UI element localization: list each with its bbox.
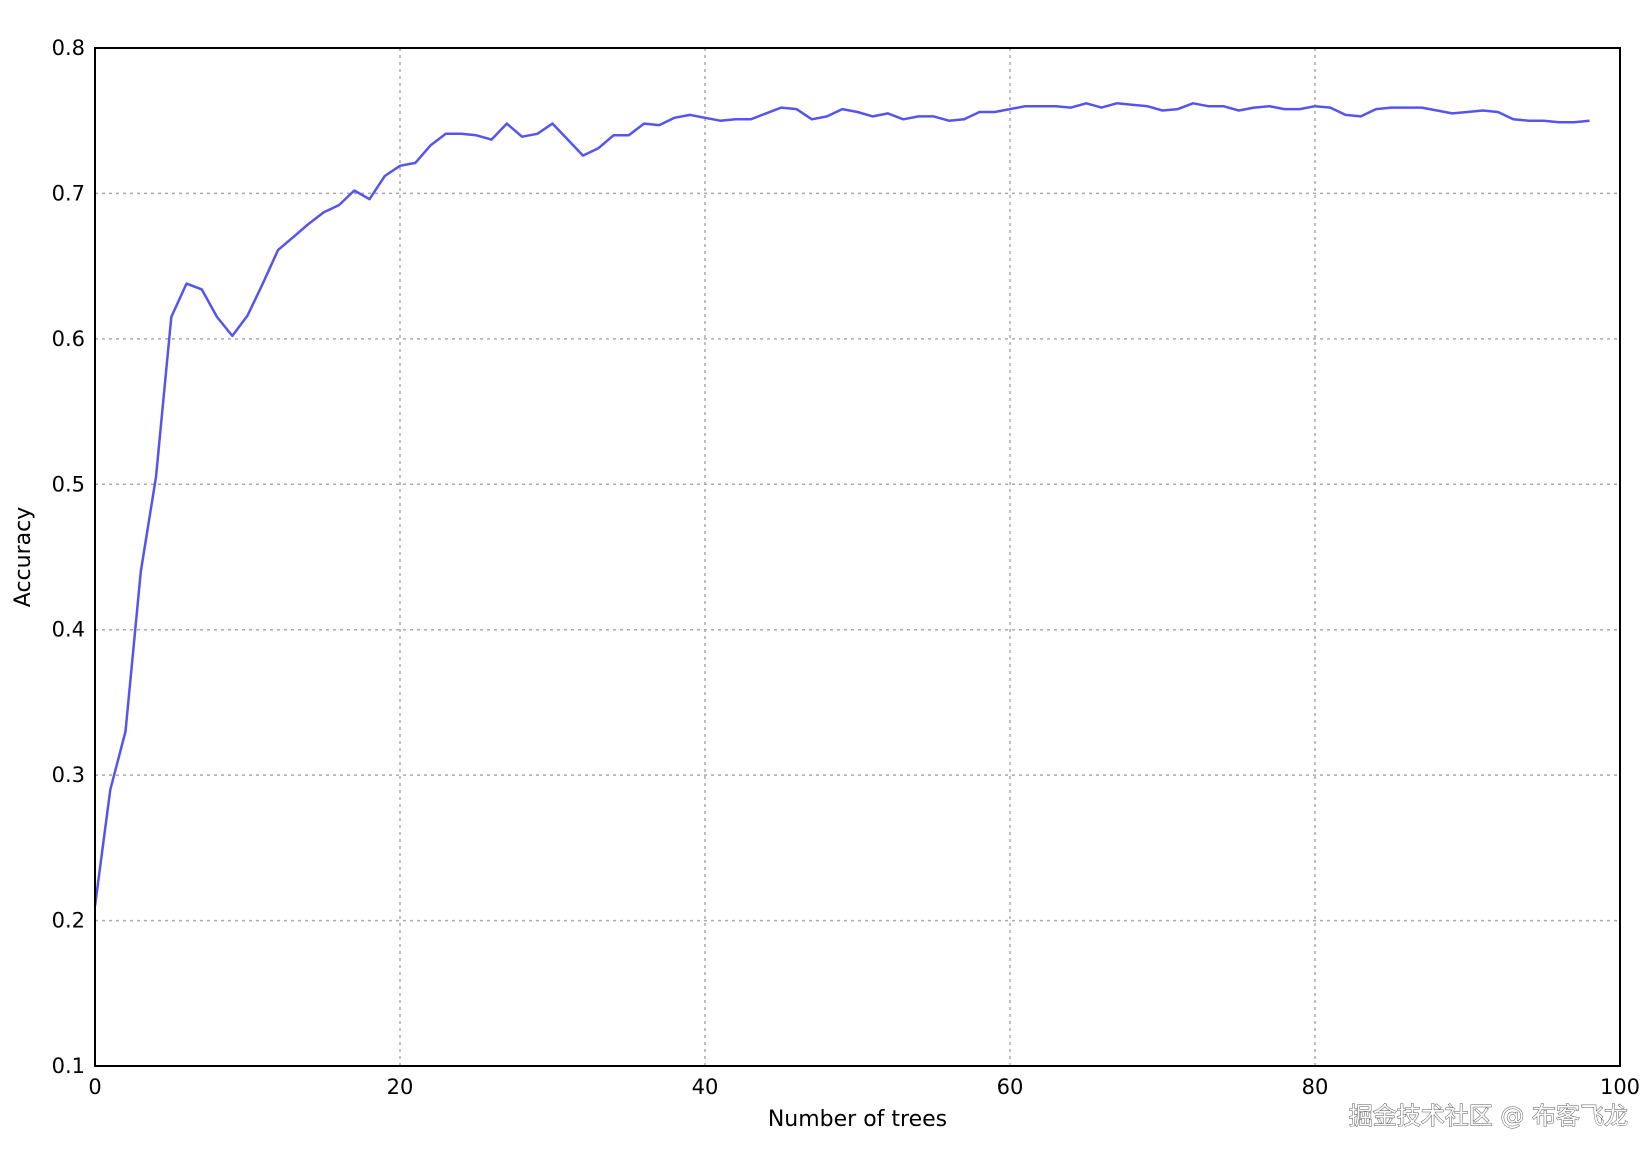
y-tick-label: 0.5 [52, 472, 85, 496]
accuracy-line [93, 102, 1590, 907]
x-axis-label: Number of trees [768, 1107, 947, 1132]
y-tick-label: 0.3 [52, 763, 85, 787]
y-tick-label: 0.2 [52, 909, 85, 933]
x-tick-label: 20 [387, 1075, 414, 1099]
y-tick-label: 0.1 [52, 1054, 85, 1078]
y-tick-label: 0.6 [52, 327, 85, 351]
watermark: 掘金技术社区 @ 布客飞龙 [1349, 1102, 1628, 1130]
y-axis-label: Accuracy [11, 507, 36, 607]
grid [94, 47, 1621, 1067]
x-tick-label: 60 [997, 1075, 1024, 1099]
x-tick-label: 100 [1600, 1075, 1640, 1099]
y-tick-label: 0.8 [52, 36, 85, 60]
y-tick-label: 0.7 [52, 181, 85, 205]
x-tick-label: 40 [692, 1075, 719, 1099]
ticks: 0 20 40 60 80 100 0.1 0.2 0.3 0.4 0.5 0.6 0.7 0.8 [52, 36, 1640, 1099]
y-tick-label: 0.4 [52, 618, 85, 642]
plot-frame [94, 47, 1621, 1067]
x-tick-label: 0 [88, 1075, 101, 1099]
x-tick-label: 80 [1302, 1075, 1329, 1099]
